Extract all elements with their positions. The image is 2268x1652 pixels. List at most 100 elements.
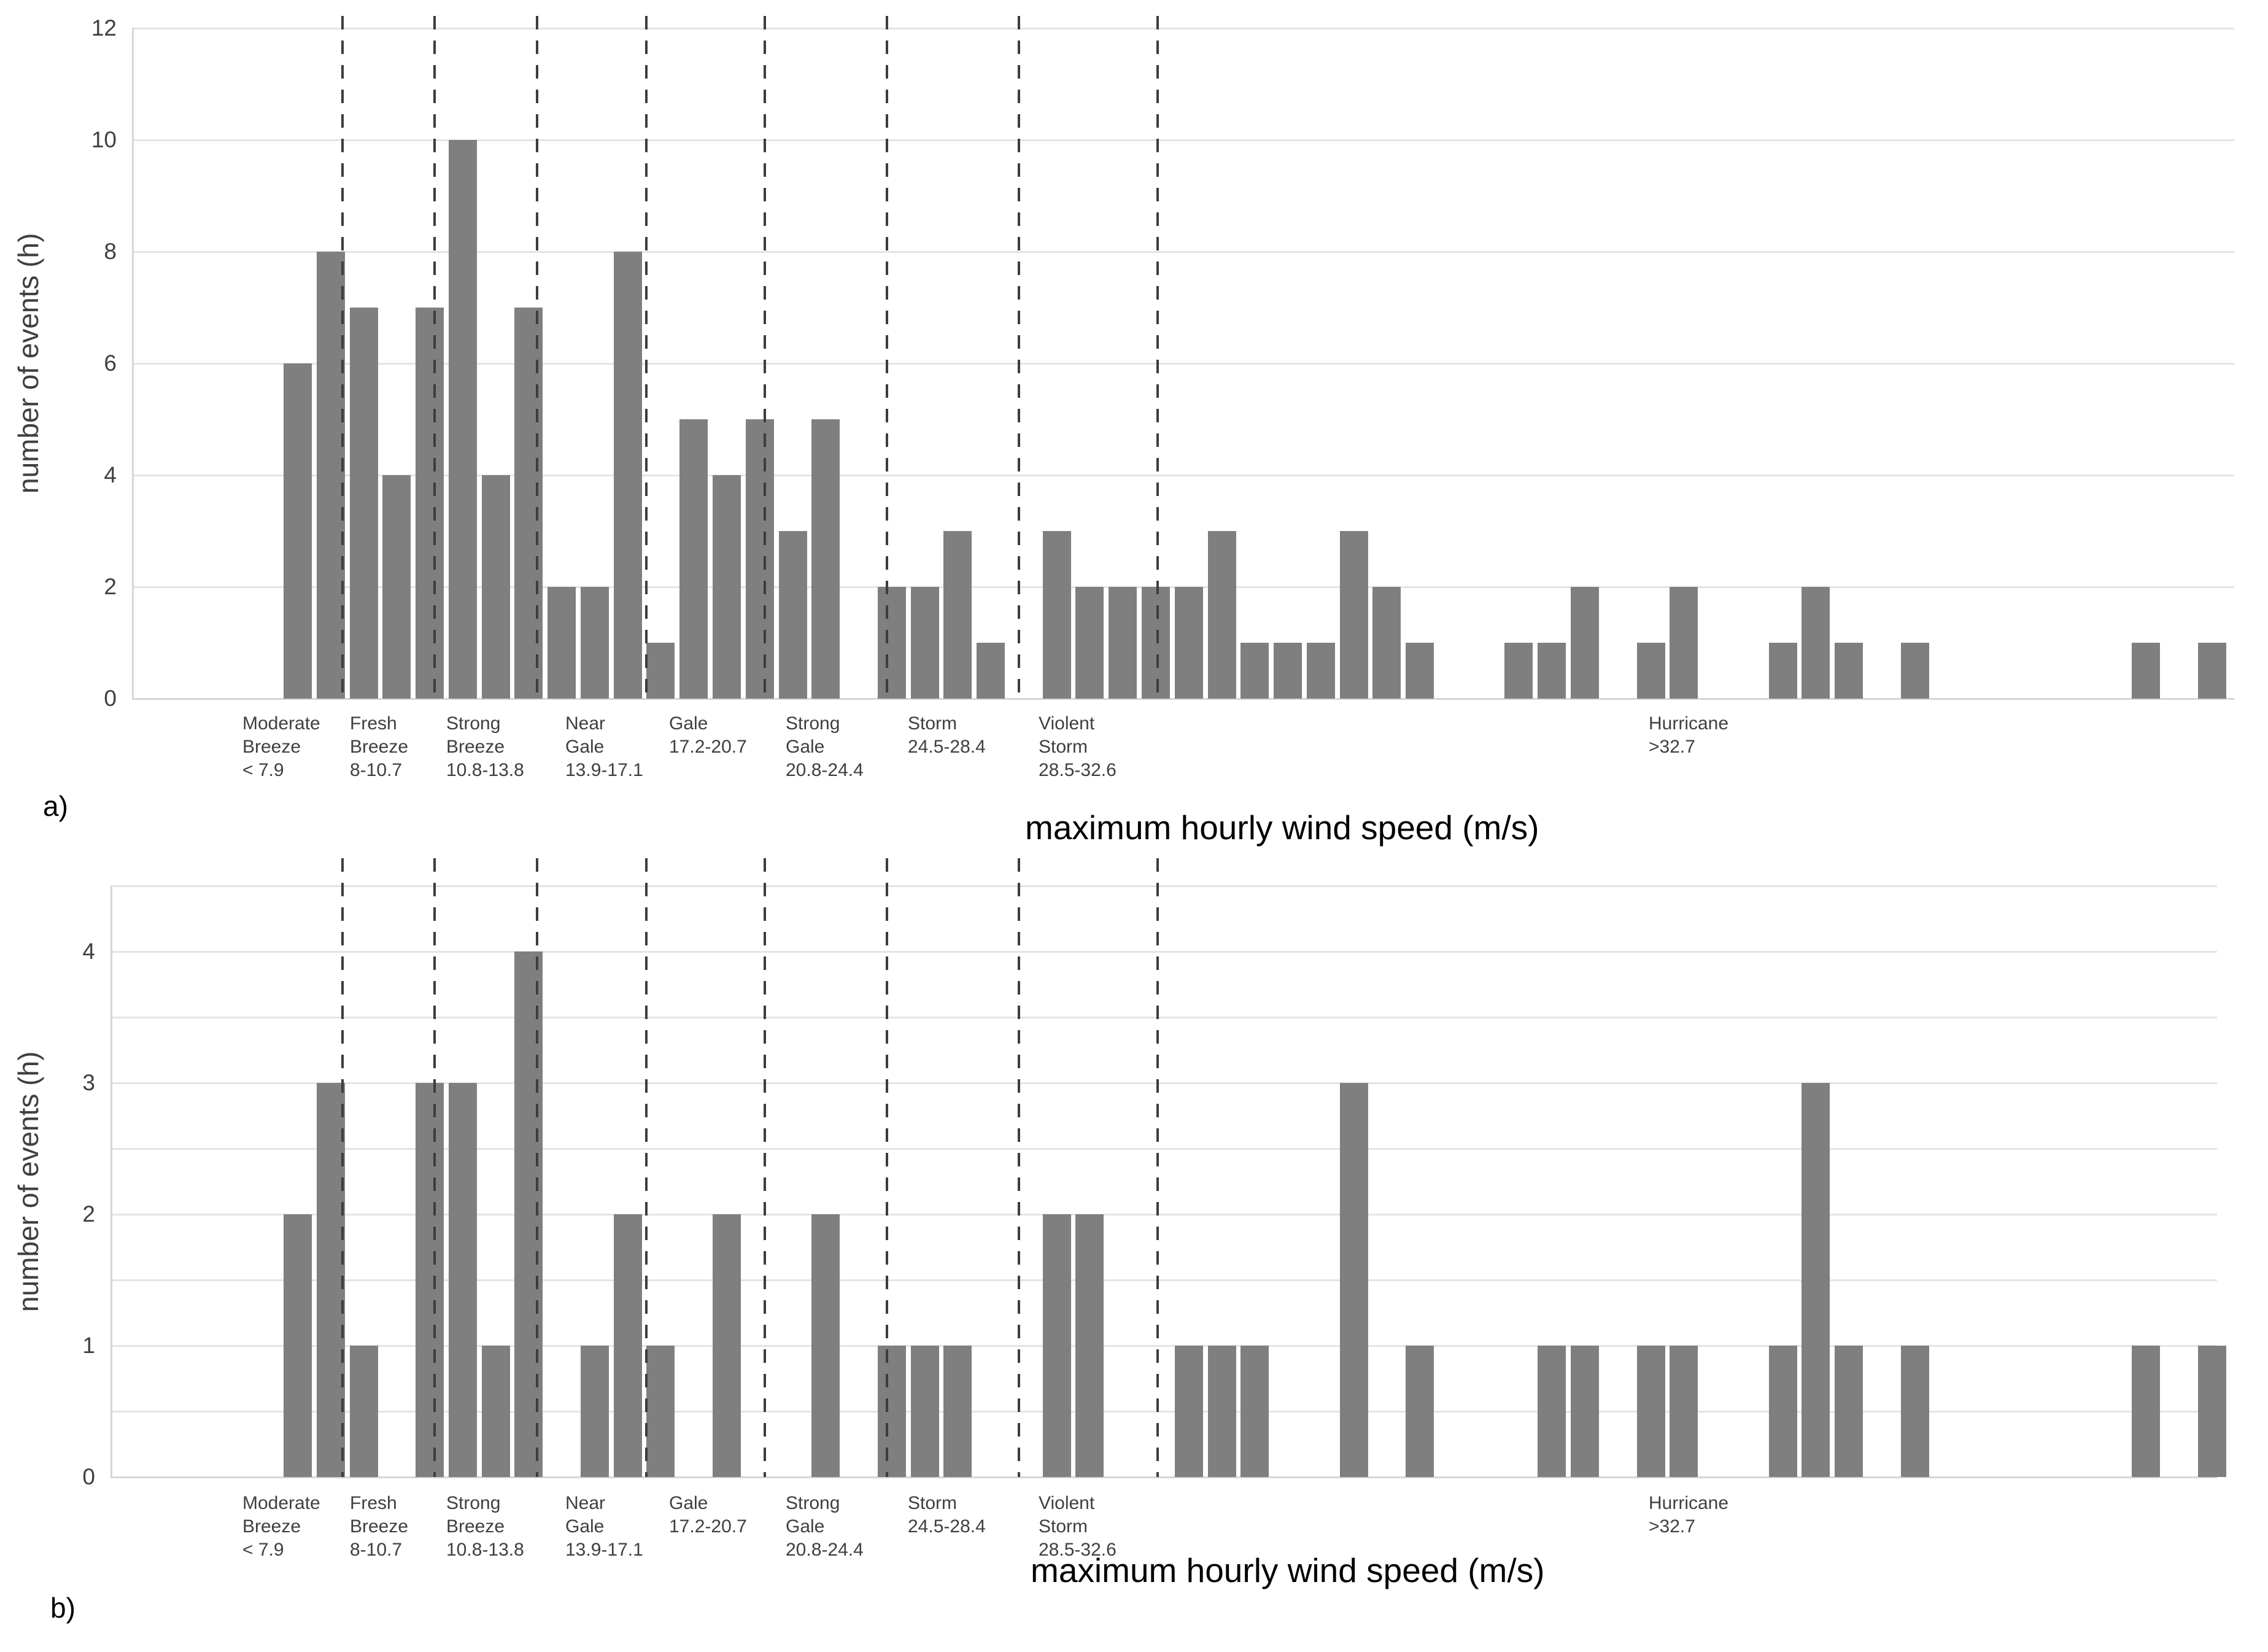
- category-label: Storm 24.5-28.4: [908, 712, 986, 759]
- bar: [482, 1346, 510, 1477]
- beaufort-boundary-dashed-line: [536, 858, 538, 1477]
- category-label: Near Gale 13.9-17.1: [565, 712, 643, 782]
- bar: [382, 475, 411, 699]
- bar: [614, 1214, 642, 1477]
- bar: [811, 1214, 840, 1477]
- beaufort-boundary-dashed-line: [645, 16, 648, 699]
- bar: [943, 531, 972, 699]
- bar: [1240, 1346, 1269, 1477]
- gridline: [132, 475, 2234, 476]
- bar: [1406, 643, 1434, 699]
- bar: [614, 252, 642, 699]
- category-label: Storm 24.5-28.4: [908, 1492, 986, 1538]
- x-axis-baseline: [132, 698, 2234, 700]
- category-label: Fresh Breeze 8-10.7: [350, 712, 408, 782]
- beaufort-boundary-dashed-line: [433, 16, 436, 699]
- bar: [514, 952, 543, 1477]
- bar: [449, 140, 477, 699]
- category-label: Hurricane >32.7: [1649, 712, 1728, 759]
- bar: [1142, 587, 1170, 699]
- bar: [911, 587, 939, 699]
- category-range: 24.5-28.4: [908, 1516, 986, 1537]
- bar: [1372, 587, 1401, 699]
- bar: [1043, 531, 1071, 699]
- bar: [1274, 643, 1302, 699]
- bar: [1571, 587, 1599, 699]
- category-label: Violent Storm 28.5-32.6: [1039, 712, 1117, 782]
- y-tick-label: 12: [91, 15, 117, 41]
- bar: [1538, 1346, 1566, 1477]
- gridline: [110, 1345, 2217, 1347]
- gridline: [110, 1148, 2217, 1150]
- bar: [1208, 531, 1236, 699]
- bar: [1043, 1214, 1071, 1477]
- bar: [1406, 1346, 1434, 1477]
- bar: [1504, 643, 1533, 699]
- bar: [1802, 1083, 1830, 1477]
- bar: [1109, 587, 1137, 699]
- y-tick-label: 2: [104, 574, 117, 599]
- gridline: [132, 28, 2234, 29]
- y-tick-label: 10: [91, 127, 117, 152]
- gridline: [132, 363, 2234, 365]
- bar: [1670, 587, 1698, 699]
- category-label: Gale 17.2-20.7: [669, 712, 747, 759]
- bar: [713, 1214, 741, 1477]
- category-label: Strong Breeze 10.8-13.8: [446, 712, 524, 782]
- bar: [1769, 1346, 1797, 1477]
- y-axis-line: [132, 28, 134, 699]
- beaufort-boundary-dashed-line: [886, 858, 888, 1477]
- gridline: [110, 885, 2217, 887]
- y-tick-label: 1: [82, 1333, 95, 1358]
- x-axis-title-a: maximum hourly wind speed (m/s): [1025, 809, 1539, 847]
- bar: [713, 475, 741, 699]
- bar: [1538, 643, 1566, 699]
- y-tick-label: 6: [104, 351, 117, 376]
- category-range: >32.7: [1649, 1516, 1695, 1537]
- bar: [1075, 587, 1104, 699]
- category-label: Moderate Breeze < 7.9: [242, 712, 320, 782]
- bar: [1340, 531, 1368, 699]
- bar: [1769, 643, 1797, 699]
- bar: [482, 475, 510, 699]
- beaufort-boundary-dashed-line: [1018, 16, 1020, 699]
- bar: [911, 1346, 939, 1477]
- bar: [1835, 1346, 1863, 1477]
- y-axis-line: [110, 886, 112, 1477]
- y-axis-title-b: number of events (h): [12, 1051, 44, 1312]
- bar: [1571, 1346, 1599, 1477]
- gridline: [110, 1214, 2217, 1216]
- bar: [1901, 1346, 1929, 1477]
- category-label: Gale 17.2-20.7: [669, 1492, 747, 1538]
- y-tick-label: 0: [104, 686, 117, 711]
- bar: [449, 1083, 477, 1477]
- category-range: 13.9-17.1: [565, 760, 643, 780]
- bar: [1240, 643, 1269, 699]
- bar: [581, 587, 609, 699]
- bar: [646, 1346, 675, 1477]
- category-label: Moderate Breeze < 7.9: [242, 1492, 320, 1562]
- bar: [1637, 1346, 1665, 1477]
- category-range: 10.8-13.8: [446, 760, 524, 780]
- bar: [878, 587, 906, 699]
- beaufort-boundary-dashed-line: [341, 858, 344, 1477]
- bar: [581, 1346, 609, 1477]
- category-range: 8-10.7: [350, 760, 403, 780]
- bar: [1075, 1214, 1104, 1477]
- category-range: < 7.9: [242, 1540, 284, 1560]
- bar: [548, 587, 576, 699]
- bar: [284, 1214, 312, 1477]
- category-label: Near Gale 13.9-17.1: [565, 1492, 643, 1562]
- bar: [746, 419, 774, 699]
- category-label: Hurricane >32.7: [1649, 1492, 1728, 1538]
- category-range: 17.2-20.7: [669, 737, 747, 757]
- bar: [2132, 1346, 2160, 1477]
- y-tick-label: 2: [82, 1201, 95, 1227]
- category-range: 24.5-28.4: [908, 737, 986, 757]
- gridline: [132, 251, 2234, 253]
- bar: [646, 643, 675, 699]
- category-range: < 7.9: [242, 760, 284, 780]
- bar: [811, 419, 840, 699]
